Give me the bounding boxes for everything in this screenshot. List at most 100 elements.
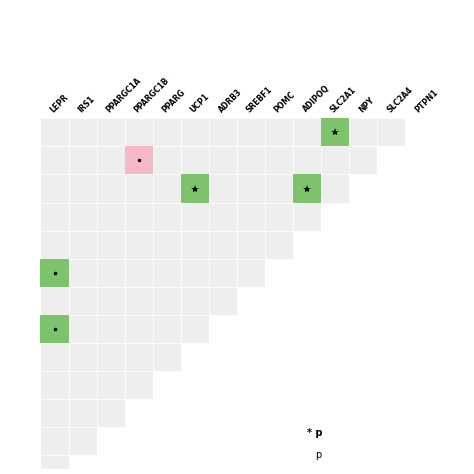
Bar: [209, 118, 237, 146]
Bar: [349, 118, 377, 146]
Bar: [40, 259, 69, 287]
Bar: [69, 371, 97, 399]
Bar: [125, 343, 153, 371]
Bar: [237, 174, 265, 202]
Bar: [293, 146, 321, 174]
Bar: [265, 146, 293, 174]
Text: PPARG: PPARG: [160, 87, 187, 114]
Bar: [40, 455, 69, 474]
Text: UCP1: UCP1: [189, 91, 211, 114]
Text: POMC: POMC: [273, 90, 297, 114]
Bar: [237, 259, 265, 287]
Bar: [237, 146, 265, 174]
Bar: [40, 259, 69, 287]
Bar: [97, 399, 125, 427]
Bar: [69, 259, 97, 287]
Bar: [97, 231, 125, 259]
Text: ADIPOQ: ADIPOQ: [301, 84, 331, 114]
Bar: [181, 202, 209, 231]
Bar: [69, 174, 97, 202]
Bar: [97, 146, 125, 174]
Bar: [293, 174, 321, 202]
Bar: [40, 174, 69, 202]
Bar: [69, 202, 97, 231]
Text: SREBF1: SREBF1: [245, 84, 274, 114]
Bar: [321, 118, 349, 146]
Text: LEPR: LEPR: [48, 92, 70, 114]
Bar: [265, 174, 293, 202]
Bar: [125, 146, 153, 174]
Bar: [153, 287, 181, 315]
Bar: [125, 371, 153, 399]
Bar: [153, 231, 181, 259]
Bar: [125, 118, 153, 146]
Bar: [69, 118, 97, 146]
Bar: [181, 231, 209, 259]
Text: SLC2A4: SLC2A4: [385, 85, 414, 114]
Bar: [69, 231, 97, 259]
Bar: [181, 315, 209, 343]
Bar: [181, 118, 209, 146]
Bar: [97, 343, 125, 371]
Bar: [321, 118, 349, 146]
Bar: [209, 287, 237, 315]
Bar: [209, 259, 237, 287]
Bar: [153, 259, 181, 287]
Bar: [181, 174, 209, 202]
Bar: [69, 399, 97, 427]
Bar: [209, 174, 237, 202]
Bar: [181, 259, 209, 287]
Bar: [293, 174, 321, 202]
Bar: [125, 174, 153, 202]
Bar: [69, 287, 97, 315]
Bar: [40, 146, 69, 174]
Text: SLC2A1: SLC2A1: [329, 85, 358, 114]
Bar: [40, 202, 69, 231]
Bar: [209, 146, 237, 174]
Bar: [40, 287, 69, 315]
Text: PPARGC1A: PPARGC1A: [104, 75, 143, 114]
Bar: [349, 146, 377, 174]
Bar: [69, 427, 97, 455]
Bar: [40, 399, 69, 427]
Bar: [40, 371, 69, 399]
Text: PTPN1: PTPN1: [413, 88, 440, 114]
Bar: [181, 146, 209, 174]
Bar: [237, 231, 265, 259]
Text: p: p: [316, 450, 322, 460]
Text: * p: * p: [307, 428, 323, 438]
Bar: [293, 118, 321, 146]
Bar: [125, 287, 153, 315]
Bar: [125, 259, 153, 287]
Bar: [97, 287, 125, 315]
Bar: [40, 118, 69, 146]
Text: ADRB3: ADRB3: [217, 87, 244, 114]
Bar: [209, 231, 237, 259]
Bar: [125, 231, 153, 259]
Bar: [69, 315, 97, 343]
Bar: [153, 343, 181, 371]
Bar: [321, 174, 349, 202]
Bar: [125, 146, 153, 174]
Text: PPARGC1B: PPARGC1B: [132, 76, 171, 114]
Bar: [153, 174, 181, 202]
Bar: [265, 202, 293, 231]
Bar: [237, 118, 265, 146]
Bar: [321, 146, 349, 174]
Bar: [153, 146, 181, 174]
Bar: [40, 427, 69, 455]
Bar: [97, 259, 125, 287]
Bar: [40, 231, 69, 259]
Bar: [97, 118, 125, 146]
Bar: [69, 343, 97, 371]
Bar: [69, 146, 97, 174]
Bar: [265, 231, 293, 259]
Bar: [237, 202, 265, 231]
Bar: [97, 371, 125, 399]
Bar: [209, 202, 237, 231]
Bar: [181, 287, 209, 315]
Bar: [40, 343, 69, 371]
Bar: [153, 315, 181, 343]
Bar: [125, 315, 153, 343]
Bar: [125, 202, 153, 231]
